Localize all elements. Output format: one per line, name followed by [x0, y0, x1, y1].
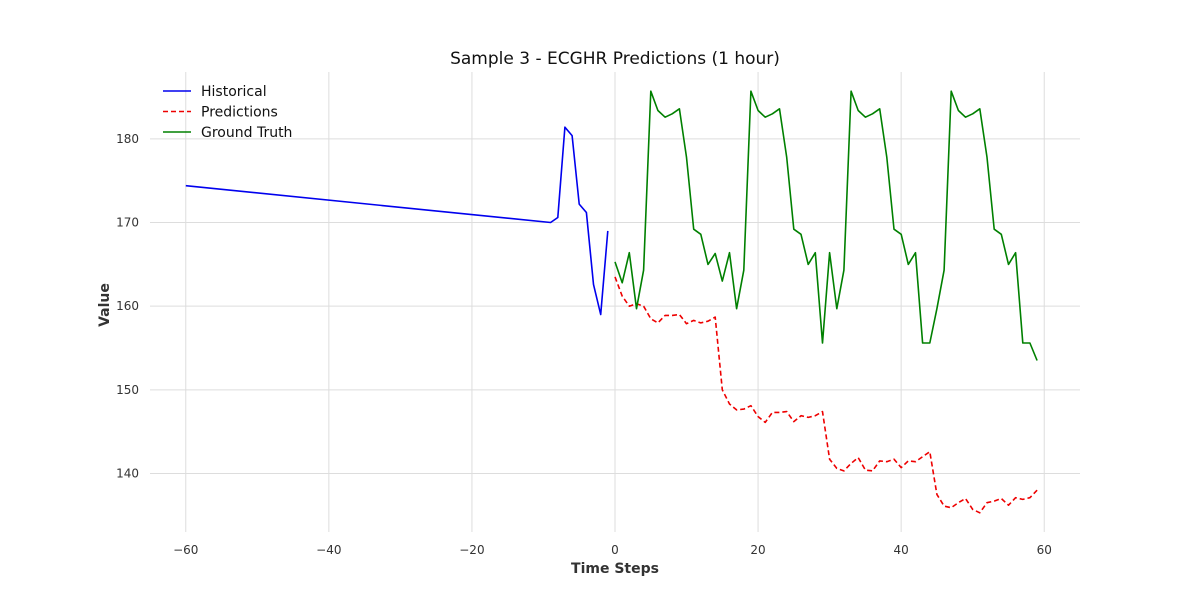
x-tick-label: 0	[611, 543, 619, 557]
series-line-ground-truth	[614, 90, 1038, 361]
x-tick-label: −60	[173, 543, 198, 557]
tick-labels: −60 −40 −20 0 20 40 60 140 150 160 170 180	[116, 132, 1052, 557]
series-line-predictions	[614, 276, 1038, 514]
y-tick-label: 160	[116, 299, 139, 313]
y-tick-label: 180	[116, 132, 139, 146]
legend: Historical Predictions Ground Truth	[163, 84, 292, 141]
x-axis-label: Time Steps	[571, 561, 659, 577]
y-tick-label: 170	[116, 216, 139, 230]
series-lines	[185, 90, 1038, 514]
x-tick-label: −40	[316, 543, 341, 557]
legend-label-ground-truth: Ground Truth	[201, 125, 292, 141]
legend-label-predictions: Predictions	[201, 105, 278, 121]
x-tick-label: 20	[750, 543, 765, 557]
legend-label-historical: Historical	[201, 84, 267, 100]
y-axis-label: Value	[97, 283, 113, 327]
x-tick-label: 60	[1037, 543, 1052, 557]
x-tick-label: 40	[894, 543, 909, 557]
y-tick-label: 150	[116, 383, 139, 397]
series-line-historical	[185, 126, 609, 316]
grid	[150, 72, 1080, 532]
x-tick-label: −20	[459, 543, 484, 557]
chart-title: Sample 3 - ECGHR Predictions (1 hour)	[450, 49, 780, 69]
y-tick-label: 140	[116, 466, 139, 480]
